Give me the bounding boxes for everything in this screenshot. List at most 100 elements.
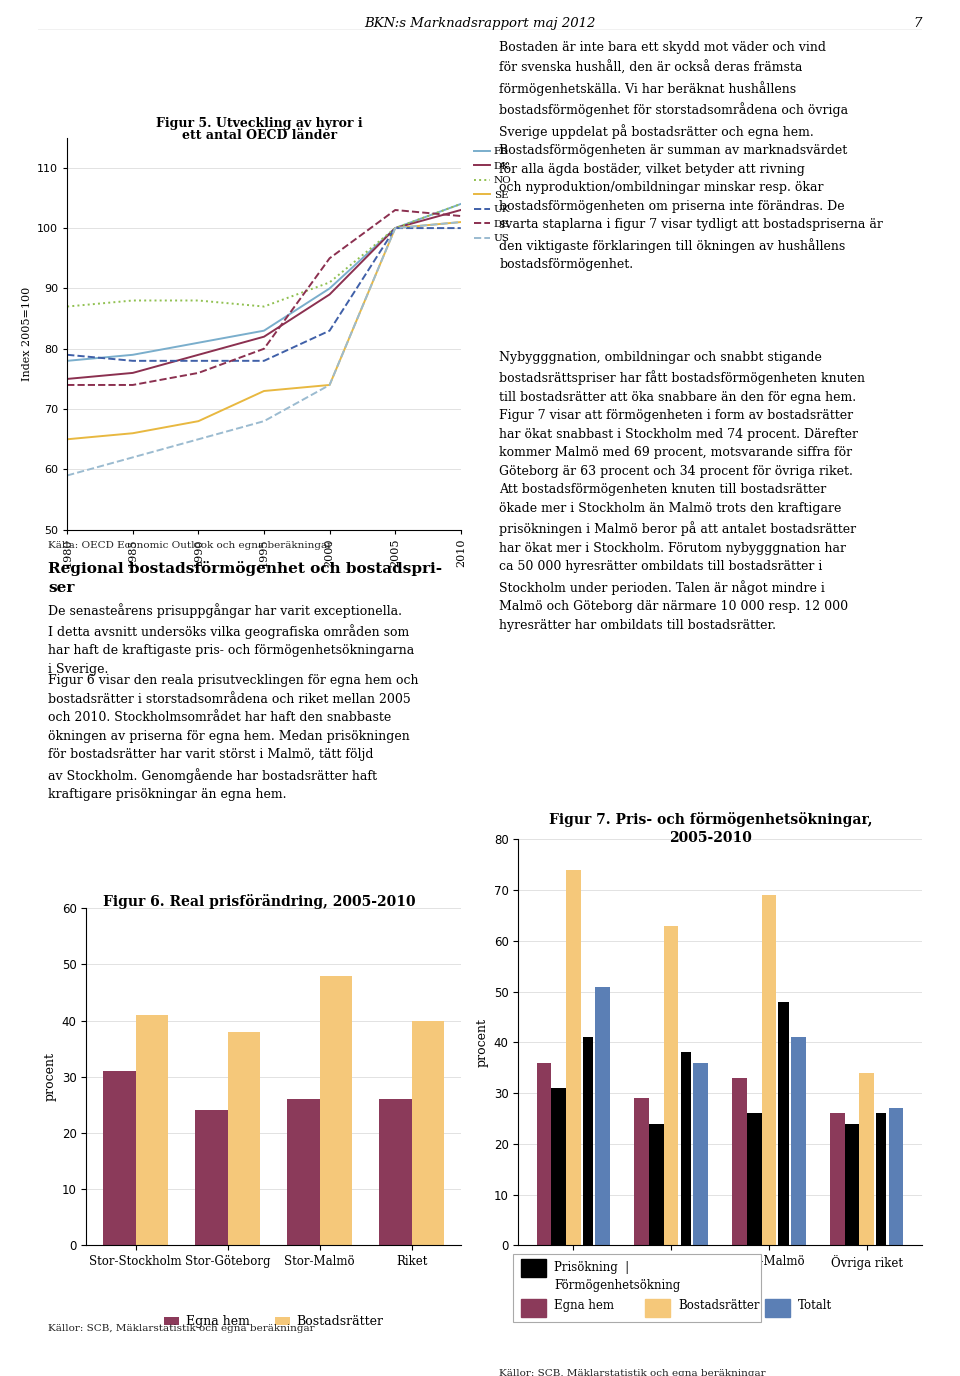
FR [298,297,309,314]
SE [87,428,99,444]
UK [350,281,362,297]
UK [416,220,427,237]
NO [87,296,99,312]
FR [114,348,126,365]
Bar [635,1098,649,1245]
SE [298,380,309,396]
Bar [521,1259,546,1277]
US [311,384,323,400]
US [232,420,244,436]
US [75,464,86,480]
DE [363,222,374,238]
Text: De senasteårens prisuppgångar har varit exceptionella.
I detta avsnitt undersöks: De senasteårens prisuppgångar har varit … [48,603,415,676]
Bar [845,1123,859,1245]
UK [114,351,126,367]
NO [219,294,230,311]
FR [258,322,270,338]
DK [154,358,165,374]
Text: Bostadsrätter: Bostadsrätter [678,1299,759,1311]
DE [61,377,73,394]
FR [154,341,165,358]
DK [61,370,73,387]
Line: FR: FR [67,204,461,361]
DK [101,367,112,384]
SE [416,217,427,234]
Bar [663,926,679,1245]
FR [272,314,283,330]
FR [324,281,335,297]
SE [402,219,414,235]
UK [232,352,244,369]
Bar [859,1073,874,1245]
DK [363,246,374,263]
DE [429,205,441,222]
NO [154,292,165,308]
NO [61,299,73,315]
FR [140,344,152,361]
DK [75,370,86,387]
Bar [537,1062,551,1245]
UK [376,241,388,257]
US [245,417,256,433]
DK [205,343,217,359]
DE [416,204,427,220]
DK [114,366,126,383]
DK [193,347,204,363]
FR [311,289,323,305]
DE [140,374,152,391]
NO [205,293,217,310]
SE [166,418,178,435]
Bar [551,1088,566,1245]
DE [376,212,388,228]
Text: Totalt: Totalt [798,1299,832,1311]
SE [75,429,86,446]
US [376,252,388,268]
Text: Regional bostadsförmögenhet och bostadspri-: Regional bostadsförmögenhet och bostadsp… [48,561,443,577]
Bar [566,870,581,1245]
Bar [791,1038,805,1245]
FR [87,350,99,366]
UK [324,322,335,338]
SE [193,413,204,429]
US [154,442,165,458]
DE [232,350,244,366]
US [390,220,401,237]
Text: Källor: SCB, Mäklarstatistik och egna beräkningar: Källor: SCB, Mäklarstatistik och egna be… [499,1369,766,1376]
FR [75,351,86,367]
DK [298,303,309,319]
DK [87,369,99,385]
US [442,215,453,231]
US [350,314,362,330]
SE [114,427,126,443]
NO [193,292,204,308]
FR [219,330,230,347]
FR [166,340,178,356]
DE [75,377,86,394]
US [219,424,230,440]
Bar [830,1113,845,1245]
NO [127,292,138,308]
SE [429,216,441,233]
NO [258,299,270,315]
Y-axis label: procent: procent [475,1018,489,1066]
UK [258,352,270,369]
DE [87,377,99,394]
FR [61,352,73,369]
Line: DE: DE [67,211,461,385]
UK [61,347,73,363]
Text: Figur 6 visar den reala prisutvecklingen för egna hem och
bostadsrätter i storst: Figur 6 visar den reala prisutvecklingen… [48,674,419,801]
DE [455,208,467,224]
UK [455,220,467,237]
US [455,213,467,230]
Text: Källa: OECD Economic Outlook och egna beräkningar: Källa: OECD Economic Outlook och egna be… [48,541,332,550]
Bar [196,1110,228,1245]
DK [245,332,256,348]
UK [245,352,256,369]
FR [390,220,401,237]
Bar [681,1053,691,1245]
NO [402,215,414,231]
US [324,377,335,394]
US [337,345,348,362]
SE [272,381,283,398]
Bar [889,1108,903,1245]
